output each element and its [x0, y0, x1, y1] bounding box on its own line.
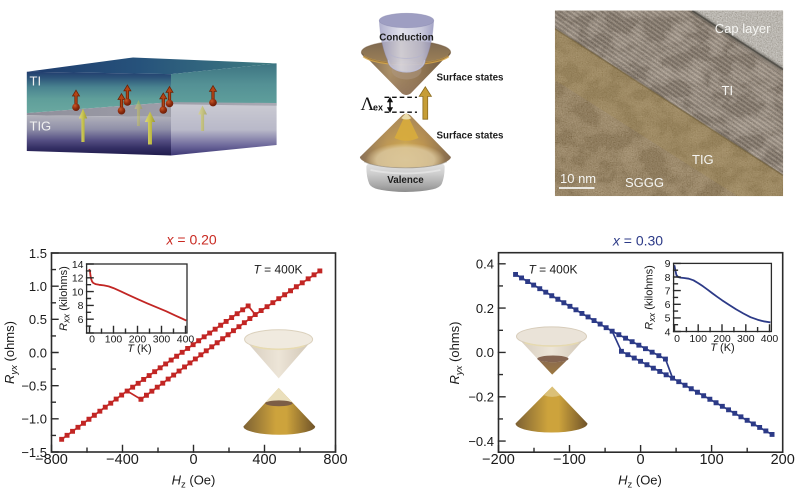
svg-text:9: 9: [665, 258, 671, 270]
svg-text:0.4: 0.4: [476, 257, 494, 272]
svg-text:T (K): T (K): [127, 343, 151, 355]
svg-text:−200: −200: [482, 452, 515, 468]
svg-text:4: 4: [665, 326, 671, 338]
svg-text:8: 8: [665, 272, 671, 284]
svg-text:Cap layer: Cap layer: [715, 21, 771, 36]
svg-text:Surface states: Surface states: [437, 73, 505, 84]
svg-text:Hz (Oe): Hz (Oe): [172, 473, 216, 491]
svg-text:7: 7: [665, 285, 671, 297]
svg-text:Rxx (kilohms): Rxx (kilohms): [644, 265, 658, 330]
svg-text:100: 100: [689, 333, 707, 345]
svg-text:0: 0: [637, 452, 645, 468]
svg-text:Λ: Λ: [361, 94, 375, 115]
svg-text:800: 800: [323, 452, 347, 468]
svg-text:−1.0: −1.0: [21, 412, 47, 427]
svg-text:TIG: TIG: [692, 152, 714, 167]
svg-text:Valence: Valence: [387, 175, 424, 186]
svg-text:Hz (Oe): Hz (Oe): [618, 473, 662, 491]
svg-text:TIG: TIG: [30, 119, 52, 134]
svg-text:ex: ex: [373, 102, 383, 112]
svg-text:5: 5: [665, 313, 671, 325]
svg-text:0.0: 0.0: [29, 345, 47, 360]
svg-text:300: 300: [737, 333, 755, 345]
svg-text:1.5: 1.5: [29, 246, 47, 261]
svg-text:−400: −400: [106, 452, 139, 468]
svg-text:x = 0.30: x = 0.30: [612, 233, 663, 249]
svg-text:Ryx (ohms): Ryx (ohms): [447, 322, 465, 385]
svg-text:8: 8: [78, 300, 84, 312]
svg-text:400: 400: [252, 452, 276, 468]
svg-text:−1.5: −1.5: [21, 445, 47, 460]
svg-text:6: 6: [78, 314, 84, 326]
svg-text:200: 200: [771, 452, 795, 468]
svg-text:Conduction: Conduction: [379, 33, 433, 44]
svg-text:−800: −800: [35, 452, 68, 468]
svg-text:300: 300: [153, 334, 171, 346]
svg-text:TI: TI: [722, 83, 734, 98]
svg-text:1.0: 1.0: [29, 279, 47, 294]
svg-text:−0.5: −0.5: [21, 379, 47, 394]
svg-text:0.2: 0.2: [476, 301, 494, 316]
svg-text:T (K): T (K): [710, 342, 734, 354]
svg-text:0.0: 0.0: [476, 345, 494, 360]
svg-text:TI: TI: [30, 74, 42, 89]
svg-text:100: 100: [105, 334, 123, 346]
svg-text:0: 0: [189, 452, 197, 468]
svg-text:SGGG: SGGG: [625, 175, 664, 190]
svg-text:−0.4: −0.4: [468, 434, 494, 449]
svg-text:−0.2: −0.2: [468, 390, 494, 405]
svg-text:Surface states: Surface states: [437, 131, 505, 142]
svg-text:0.5: 0.5: [29, 312, 47, 327]
svg-text:400: 400: [761, 333, 779, 345]
svg-text:400: 400: [177, 334, 195, 346]
svg-text:10 nm: 10 nm: [560, 171, 596, 186]
svg-text:12: 12: [72, 273, 84, 285]
svg-text:Rxx (kilohms): Rxx (kilohms): [58, 266, 72, 331]
svg-text:−100: −100: [553, 452, 586, 468]
svg-text:0: 0: [674, 333, 680, 345]
svg-text:T = 400K: T = 400K: [253, 263, 302, 277]
svg-text:100: 100: [699, 452, 723, 468]
svg-text:200: 200: [713, 333, 731, 345]
svg-text:10: 10: [72, 286, 84, 298]
svg-text:0: 0: [89, 334, 95, 346]
svg-text:x = 0.20: x = 0.20: [165, 232, 216, 248]
svg-text:T = 400K: T = 400K: [528, 263, 577, 277]
svg-text:6: 6: [665, 299, 671, 311]
svg-text:200: 200: [129, 334, 147, 346]
svg-text:14: 14: [72, 259, 84, 271]
svg-text:Ryx (ohms): Ryx (ohms): [2, 321, 20, 384]
